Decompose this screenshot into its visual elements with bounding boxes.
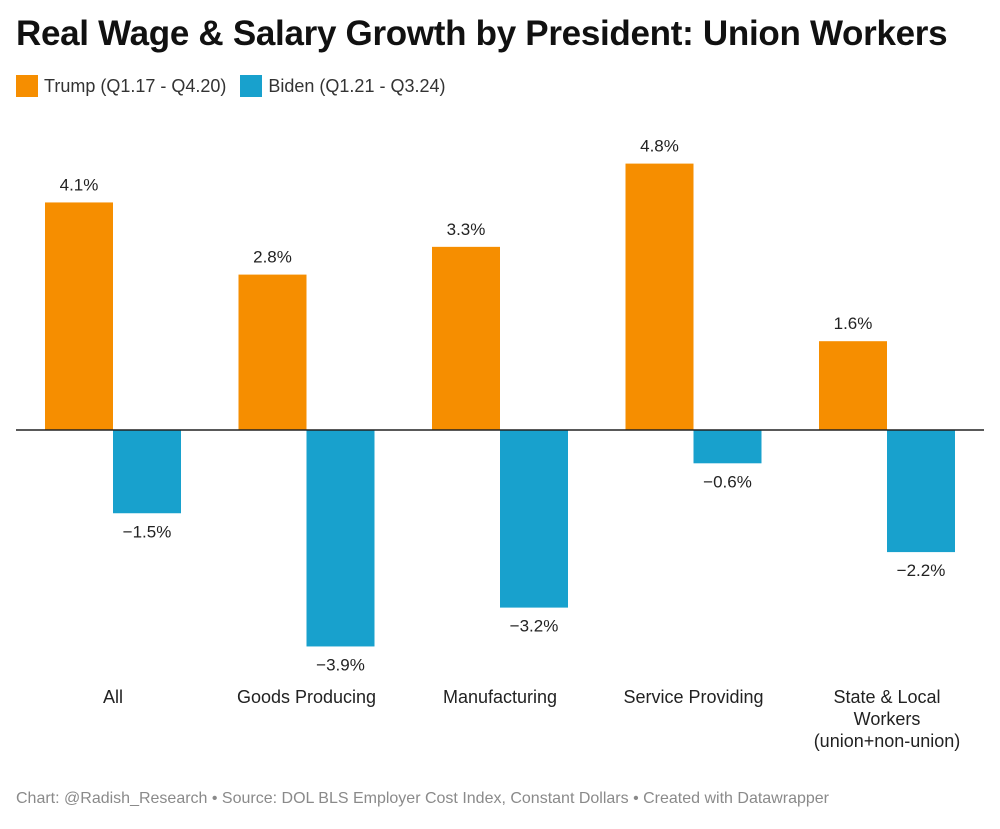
bar-biden-1 [306,430,375,647]
chart-title: Real Wage & Salary Growth by President: … [16,14,948,53]
legend-swatch-trump [16,75,38,97]
data-label-biden-0: −1.5% [123,522,172,541]
bar-trump-2 [432,246,500,430]
data-label-trump-1: 2.8% [253,248,292,267]
category-label-4-0: State & Local [833,687,940,707]
data-label-trump-3: 4.8% [640,137,679,156]
legend-label-biden: Biden (Q1.21 - Q3.24) [268,75,446,96]
data-label-trump-4: 1.6% [834,314,873,333]
bar-biden-4 [887,430,955,553]
bar-trump-3 [625,163,694,430]
legend-swatch-biden [240,75,263,97]
legend-item-trump: Trump (Q1.17 - Q4.20) [16,75,226,97]
bar-trump-0 [45,202,113,430]
bar-biden-0 [113,430,181,514]
bar-biden-2 [500,430,568,608]
category-label-4-1: Workers [854,709,921,729]
category-label-3-0: Service Providing [623,687,763,707]
data-label-trump-0: 4.1% [60,175,99,194]
legend: Trump (Q1.17 - Q4.20) Biden (Q1.21 - Q3.… [16,75,459,97]
chart-footer: Chart: @Radish_Research • Source: DOL BL… [16,790,829,807]
data-label-biden-1: −3.9% [316,655,365,674]
category-label-0-0: All [103,687,123,707]
legend-label-trump: Trump (Q1.17 - Q4.20) [44,75,227,96]
data-label-biden-2: −3.2% [510,617,559,636]
bar-biden-3 [693,430,762,464]
data-label-biden-4: −2.2% [897,561,946,580]
legend-item-biden: Biden (Q1.21 - Q3.24) [240,75,445,97]
category-label-1-0: Goods Producing [237,687,376,707]
bar-trump-4 [819,341,887,430]
data-label-biden-3: −0.6% [703,472,752,491]
bar-trump-1 [238,274,307,430]
category-label-4-2: (union+non-union) [814,731,961,751]
data-label-trump-2: 3.3% [447,220,486,239]
category-label-2-0: Manufacturing [443,687,557,707]
